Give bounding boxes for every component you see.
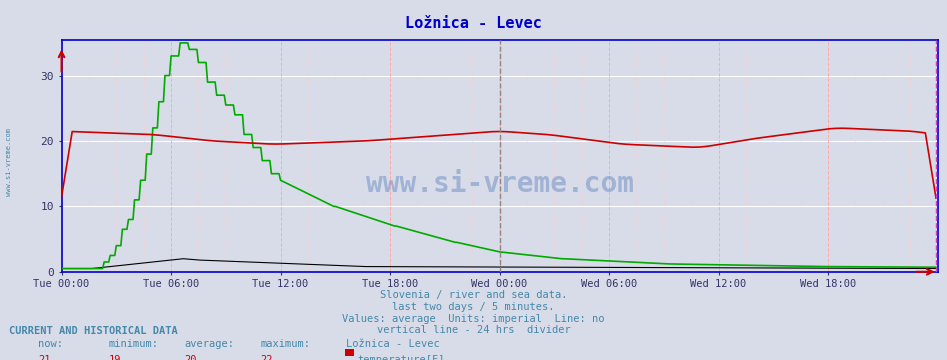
- Text: average:: average:: [185, 339, 235, 350]
- Text: Slovenia / river and sea data.: Slovenia / river and sea data.: [380, 290, 567, 300]
- Text: Ložnica - Levec: Ložnica - Levec: [346, 339, 439, 350]
- Text: 21: 21: [38, 355, 50, 360]
- Text: 19: 19: [109, 355, 121, 360]
- Text: Values: average  Units: imperial  Line: no: Values: average Units: imperial Line: no: [342, 314, 605, 324]
- Text: 22: 22: [260, 355, 273, 360]
- Text: www.si-vreme.com: www.si-vreme.com: [366, 170, 634, 198]
- Text: vertical line - 24 hrs  divider: vertical line - 24 hrs divider: [377, 325, 570, 336]
- Text: 20: 20: [185, 355, 197, 360]
- Text: Ložnica - Levec: Ložnica - Levec: [405, 16, 542, 31]
- Text: now:: now:: [38, 339, 63, 350]
- Text: last two days / 5 minutes.: last two days / 5 minutes.: [392, 302, 555, 312]
- Text: www.si-vreme.com: www.si-vreme.com: [7, 128, 12, 196]
- Text: minimum:: minimum:: [109, 339, 159, 350]
- Text: CURRENT AND HISTORICAL DATA: CURRENT AND HISTORICAL DATA: [9, 326, 178, 336]
- Text: maximum:: maximum:: [260, 339, 311, 350]
- Text: temperature[F]: temperature[F]: [357, 355, 444, 360]
